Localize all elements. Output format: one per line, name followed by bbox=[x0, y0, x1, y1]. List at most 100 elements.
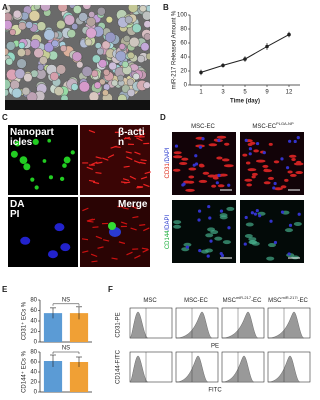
flow-headers: MSC MSC-EC MSCmiR-217-EC MSCmiR-217i-EC bbox=[143, 295, 308, 304]
y-tick-label: 60 bbox=[30, 360, 37, 366]
column-header: MSC-EC bbox=[184, 298, 208, 304]
cd31-cell bbox=[251, 175, 256, 179]
actin-fiber bbox=[143, 227, 150, 232]
nucleus bbox=[217, 173, 221, 177]
y-tick-label: 20 bbox=[30, 329, 37, 335]
cd31-cell bbox=[181, 157, 189, 161]
line bbox=[200, 34, 290, 73]
particle bbox=[78, 12, 88, 22]
actin-fiber bbox=[118, 241, 126, 245]
cd144-cell bbox=[183, 242, 192, 247]
particle bbox=[36, 21, 47, 31]
y-tick-label: 0 bbox=[34, 390, 38, 396]
particle bbox=[82, 5, 92, 10]
particle bbox=[54, 86, 64, 96]
cd31-cell bbox=[262, 164, 269, 168]
panel-label: E bbox=[2, 285, 8, 294]
actin-fiber bbox=[91, 260, 98, 263]
cd144-cell bbox=[245, 222, 254, 227]
x-tick-label: 1 bbox=[199, 90, 203, 96]
particle bbox=[73, 5, 82, 14]
nucleus bbox=[262, 151, 266, 155]
cd31-cell bbox=[208, 143, 218, 147]
actin-fiber bbox=[130, 227, 137, 231]
cd31-cell bbox=[217, 184, 225, 188]
cd144-cell bbox=[219, 213, 228, 218]
particle bbox=[49, 71, 59, 81]
particle bbox=[145, 5, 150, 13]
actin-fiber bbox=[144, 171, 151, 175]
particle bbox=[105, 16, 113, 24]
actin-fiber bbox=[97, 246, 104, 249]
particle bbox=[121, 60, 129, 68]
x-tick-label: 9 bbox=[265, 90, 269, 96]
actin-fiber bbox=[143, 183, 150, 188]
y-tick-label: 0 bbox=[184, 83, 188, 89]
green-spot bbox=[34, 185, 39, 190]
nucleus bbox=[60, 243, 71, 252]
y-axis-label: miR-217 Released Amount % bbox=[172, 10, 178, 89]
y-tick-label: 100 bbox=[177, 13, 188, 19]
particle bbox=[123, 35, 131, 43]
panel-label: F bbox=[108, 285, 113, 294]
cd144-cell bbox=[226, 206, 235, 211]
header-base: MSC bbox=[143, 298, 157, 304]
bar bbox=[43, 313, 63, 342]
cd31-cell bbox=[172, 155, 183, 159]
particle bbox=[33, 47, 44, 59]
nucleus bbox=[280, 210, 285, 214]
histogram bbox=[267, 311, 305, 339]
actin-fiber bbox=[114, 145, 121, 149]
nucleus bbox=[207, 204, 211, 209]
actin-fiber bbox=[111, 257, 118, 260]
cd31-cell bbox=[224, 142, 230, 146]
point bbox=[287, 32, 291, 37]
actin-fiber bbox=[102, 157, 109, 161]
actin-fiber bbox=[107, 154, 115, 159]
particle bbox=[139, 5, 147, 13]
nucleus bbox=[297, 212, 301, 216]
actin-fiber bbox=[124, 137, 131, 140]
actin-fiber bbox=[88, 218, 96, 222]
particle bbox=[101, 40, 111, 50]
cd144-cell bbox=[222, 240, 231, 245]
sem-info-bar bbox=[5, 100, 150, 110]
row-label: CD144/DAPI bbox=[165, 214, 171, 249]
y-tick-label: 0 bbox=[34, 340, 38, 346]
header-base: MSC-EC bbox=[184, 298, 208, 304]
actin-fiber bbox=[136, 129, 143, 132]
tile-label: Nanoparticles bbox=[10, 127, 54, 148]
cd31-cell bbox=[255, 159, 266, 163]
particle bbox=[127, 88, 136, 97]
cd31-cell bbox=[249, 141, 256, 145]
nucleus bbox=[174, 144, 179, 148]
cd31-cell bbox=[172, 168, 181, 172]
particle bbox=[39, 56, 48, 65]
panel-label: B bbox=[163, 3, 169, 12]
actin-fiber bbox=[140, 159, 147, 162]
particle bbox=[5, 57, 14, 66]
cd31-cell bbox=[289, 173, 297, 177]
particle bbox=[12, 9, 22, 19]
actin-fiber bbox=[122, 207, 129, 210]
actin-fiber bbox=[138, 136, 145, 138]
actin-fiber bbox=[125, 151, 132, 154]
actin-fiber bbox=[95, 171, 102, 174]
point bbox=[221, 63, 225, 68]
nucleus bbox=[273, 181, 277, 186]
y-axis-label: CD144⁺ ECs % bbox=[21, 350, 28, 393]
y-tick-label: 40 bbox=[30, 370, 37, 376]
particle bbox=[16, 58, 27, 69]
particle bbox=[99, 78, 106, 86]
sem-particles bbox=[5, 5, 150, 104]
nucleus bbox=[248, 152, 252, 156]
nucleus bbox=[47, 250, 58, 259]
row-label: CD144-FITC bbox=[116, 349, 122, 384]
cd144-cell bbox=[248, 240, 257, 245]
cd31-cell bbox=[273, 160, 280, 164]
nucleus bbox=[198, 145, 203, 149]
particle bbox=[56, 64, 67, 75]
y-tick-label: 80 bbox=[30, 350, 37, 356]
tile-decoration bbox=[172, 135, 304, 261]
